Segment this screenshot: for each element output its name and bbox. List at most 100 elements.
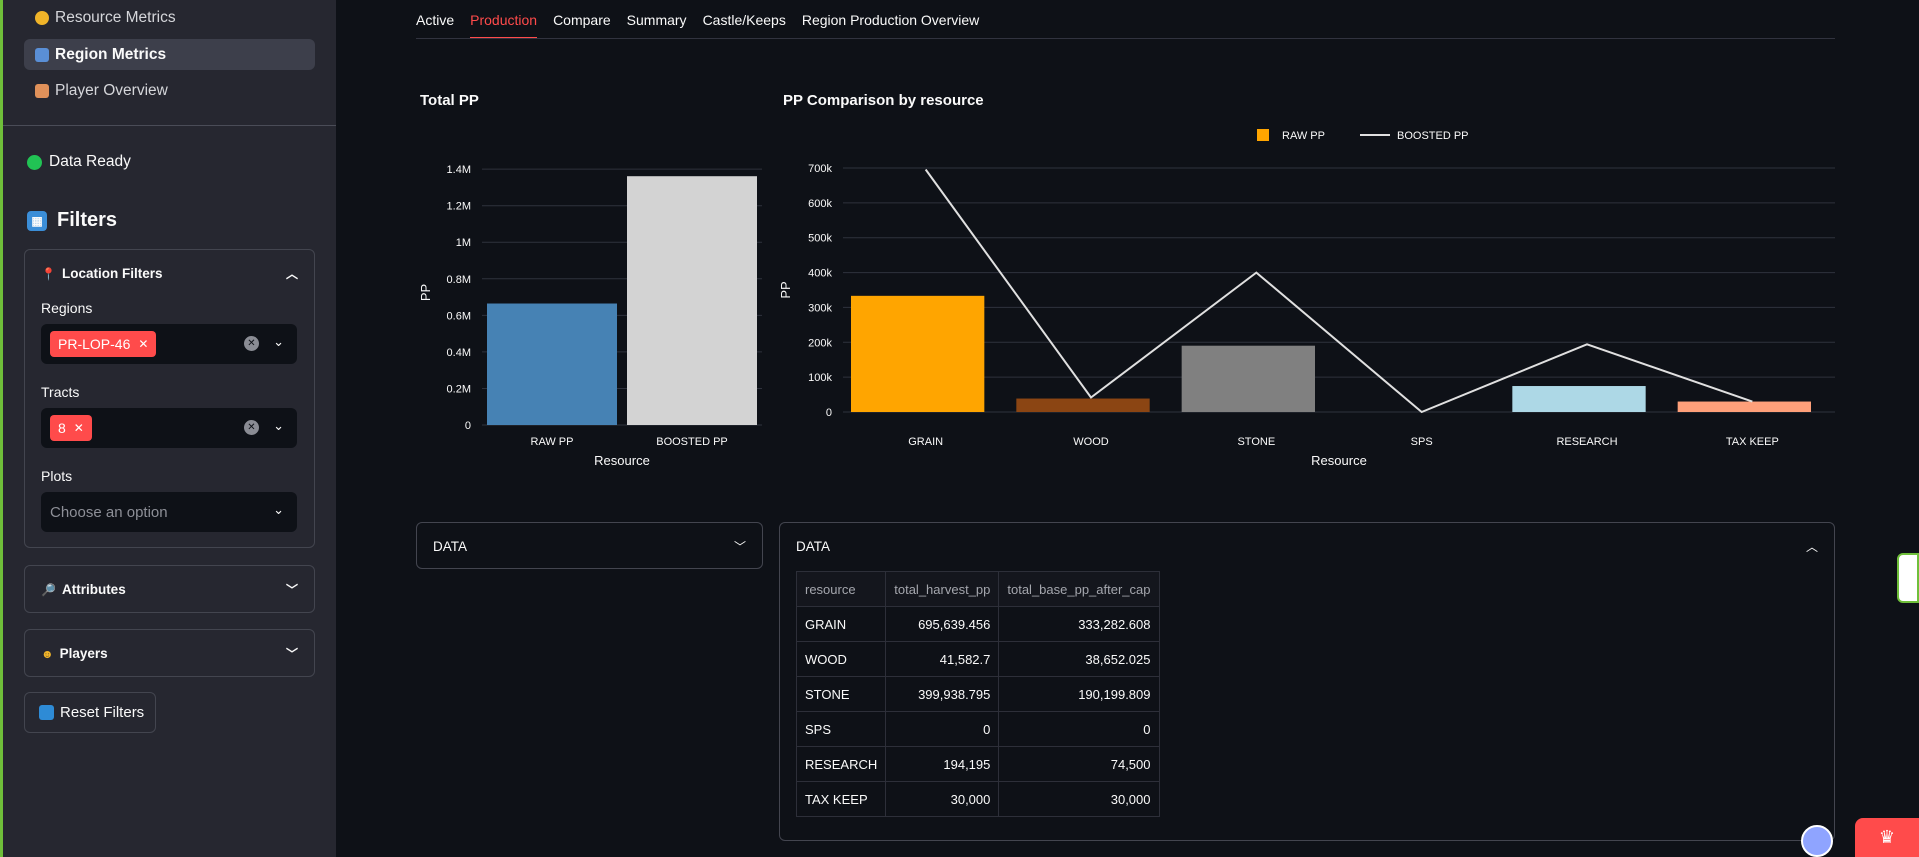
regions-select[interactable]: PR-LOP-46 ✕ ✕ ⌄ [41, 324, 297, 364]
y-tick-label: 0.4M [447, 347, 471, 359]
tab-underline [416, 38, 1835, 39]
table-row[interactable]: SPS 0 0 [795, 711, 1160, 747]
y-tick-label: 700k [808, 163, 832, 175]
bar [627, 176, 757, 425]
bar [487, 303, 617, 425]
pp-comparison-title: PP Comparison by resource [783, 92, 984, 109]
table-cell: 41,582.7 [885, 641, 1000, 677]
tab-region-production-overview[interactable]: Region Production Overview [801, 11, 980, 28]
region-tag-label: PR-LOP-46 [58, 336, 131, 352]
data-expander-right: DATA ︿ resource total_harvest_pp total_bas… [779, 522, 1835, 841]
players-panel[interactable]: ☻ Players ﹀ [24, 629, 315, 677]
table-cell: 333,282.608 [998, 606, 1160, 642]
x-tick-label: BOOSTED PP [656, 436, 728, 448]
chevron-down-icon[interactable]: ﹀ [733, 539, 746, 554]
players-title: Players [59, 646, 108, 661]
legend-swatch-raw [1257, 129, 1269, 141]
side-widget[interactable] [1897, 553, 1919, 603]
y-tick-label: 300k [808, 302, 832, 314]
plots-label: Plots [41, 468, 73, 484]
y-axis-title: PP [418, 284, 433, 301]
y-tick-label: 0.8M [447, 274, 471, 286]
tab-summary[interactable]: Summary [626, 11, 687, 28]
tracts-select[interactable]: 8 ✕ ✕ ⌄ [41, 408, 297, 448]
total-pp-chart: 0 0.2M 0.4M 0.6M 0.8M 1M 1.2M 1.4M RAW PP BOOSTED… [418, 164, 762, 468]
crown-button[interactable]: ♛ [1855, 818, 1919, 857]
assistant-avatar-icon[interactable] [1801, 825, 1833, 857]
data-table: resource total_harvest_pp total_base_pp_af… [795, 571, 1160, 817]
nav-label: Player Overview [55, 81, 168, 99]
face-icon: ☻ [41, 646, 54, 661]
table-cell: 30,000 [885, 781, 1000, 817]
table-cell: 194,195 [885, 746, 1000, 782]
tract-tag[interactable]: 8 ✕ [50, 415, 92, 441]
tab-active[interactable]: Active [416, 11, 455, 28]
status-dot-icon [27, 154, 42, 170]
nav-item-player-overview[interactable]: Player Overview [24, 75, 315, 106]
tab-castle-keeps[interactable]: Castle/Keeps [702, 11, 786, 28]
table-row[interactable]: RESEARCH 194,195 74,500 [795, 746, 1160, 782]
remove-tag-icon[interactable]: ✕ [138, 337, 149, 351]
chevron-down-icon[interactable]: ﹀ [285, 647, 298, 661]
bar [1512, 386, 1646, 412]
table-cell: SPS [795, 711, 887, 747]
tab-bar: Active Production Compare Summary Castle… [416, 0, 995, 39]
chevron-down-icon[interactable]: ⌄ [273, 502, 284, 517]
legend-label-raw: RAW PP [1282, 130, 1325, 142]
x-tick-label: TAX KEEP [1726, 436, 1779, 448]
chevron-down-icon[interactable]: ﹀ [285, 583, 298, 597]
x-tick-label: GRAIN [908, 436, 943, 448]
table-row[interactable]: GRAIN 695,639.456 333,282.608 [795, 606, 1160, 642]
pin-icon: 📍 [41, 266, 56, 281]
reset-filters-button[interactable]: Reset Filters [24, 692, 156, 733]
chevron-up-icon[interactable]: ︿ [1805, 539, 1818, 554]
table-row[interactable]: WOOD 41,582.7 38,652.025 [795, 641, 1160, 677]
y-tick-label: 100k [808, 372, 832, 384]
remove-tag-icon[interactable]: ✕ [73, 421, 84, 435]
x-tick-label: RAW PP [531, 436, 574, 448]
tab-production[interactable]: Production [470, 0, 537, 39]
data-expander-left[interactable]: DATA ﹀ [416, 522, 763, 569]
data-expander-right-header[interactable]: DATA ︿ [780, 523, 1834, 569]
data-expander-left-header[interactable]: DATA ﹀ [417, 523, 762, 569]
chevron-up-icon[interactable]: ︿ [285, 267, 298, 281]
plots-select[interactable]: Choose an option ⌄ [41, 492, 297, 532]
column-header[interactable]: total_harvest_pp [885, 571, 1000, 607]
tab-compare[interactable]: Compare [553, 11, 611, 28]
y-tick-label: 0.2M [447, 383, 471, 395]
table-cell: 38,652.025 [998, 641, 1160, 677]
nav-item-region-metrics[interactable]: Region Metrics [24, 39, 315, 70]
x-axis-title: Resource [1311, 453, 1367, 468]
table-row[interactable]: TAX KEEP 30,000 30,000 [795, 781, 1160, 817]
location-filters-header[interactable]: 📍 Location Filters ︿ [25, 250, 314, 297]
y-tick-label: 0 [826, 407, 832, 419]
total-pp-title: Total PP [420, 92, 479, 109]
table-cell: GRAIN [795, 606, 887, 642]
nav-item-resource-metrics[interactable]: Resource Metrics [24, 2, 315, 33]
column-header[interactable]: total_base_pp_after_cap [998, 571, 1160, 607]
attributes-header[interactable]: 🔎 Attributes ﹀ [25, 566, 314, 613]
clear-icon[interactable]: ✕ [244, 336, 259, 351]
table-header-row: resource total_harvest_pp total_base_pp_af… [795, 571, 1160, 607]
chevron-down-icon[interactable]: ⌄ [273, 334, 284, 349]
window-edge [0, 0, 3, 857]
table-cell: 30,000 [998, 781, 1160, 817]
x-axis-title: Resource [594, 453, 650, 468]
boosted-line [924, 168, 1753, 414]
bar [1181, 345, 1315, 412]
y-tick-label: 1M [456, 237, 471, 249]
attributes-panel[interactable]: 🔎 Attributes ﹀ [24, 565, 315, 613]
player-icon [35, 83, 49, 98]
status-text: Data Ready [49, 153, 131, 170]
bar [1677, 401, 1811, 412]
sidebar-divider [3, 125, 336, 126]
location-filters-panel: 📍 Location Filters ︿ Regions PR-LOP-46 ✕… [24, 249, 315, 548]
chevron-down-icon[interactable]: ⌄ [273, 418, 284, 433]
clear-icon[interactable]: ✕ [244, 420, 259, 435]
magnifier-icon: 🔎 [41, 582, 56, 597]
players-header[interactable]: ☻ Players ﹀ [25, 630, 314, 677]
region-tag[interactable]: PR-LOP-46 ✕ [50, 331, 157, 357]
y-tick-label: 1.4M [447, 164, 471, 176]
column-header[interactable]: resource [795, 571, 887, 607]
table-row[interactable]: STONE 399,938.795 190,199.809 [795, 676, 1160, 712]
